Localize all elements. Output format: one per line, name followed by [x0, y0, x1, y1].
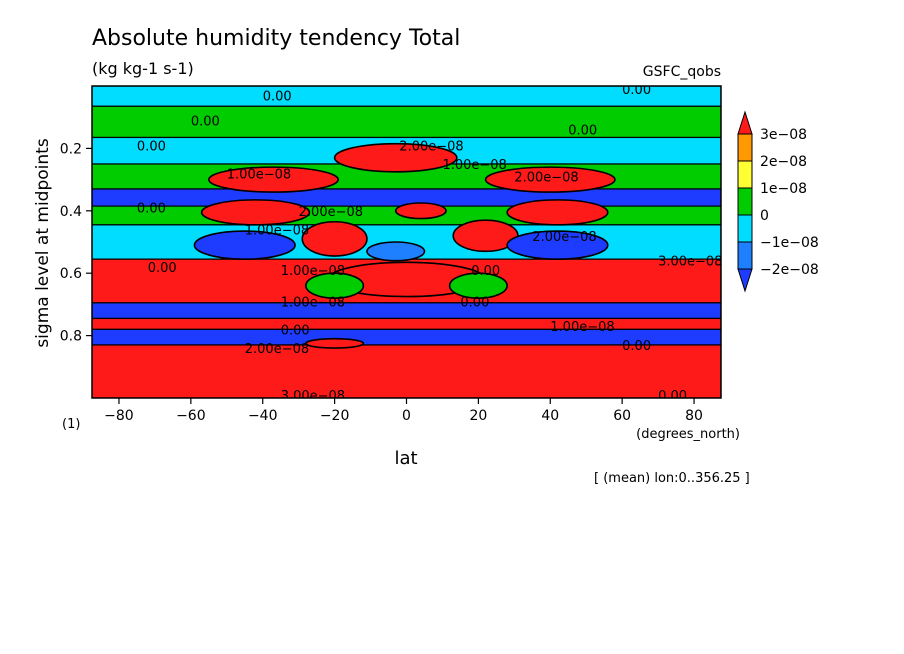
x-axis: −80 −60 −40 −20 0 20 40 60 80	[104, 398, 703, 424]
contour-blob	[448, 272, 508, 299]
contour-label: 0.00	[622, 83, 651, 98]
y-axis: 0.2 0.4 0.6 0.8	[60, 141, 92, 345]
legend-label: 2e−08	[760, 154, 807, 170]
contour-label: 0.00	[471, 264, 500, 279]
contour-label: 0.00	[568, 124, 597, 139]
x-tick-label: −20	[320, 408, 350, 424]
contour-label: 2.00e−08	[299, 205, 363, 220]
x-axis-units: (degrees_north)	[636, 427, 740, 442]
contour-blob	[394, 202, 447, 220]
contour-label: 1.00e−08	[227, 167, 291, 182]
contour-blob	[305, 272, 365, 299]
y-tick-label: 0.2	[60, 141, 82, 157]
contour-label: 1.00e−08	[245, 224, 309, 239]
contour-blob	[305, 337, 365, 349]
x-tick-label: 20	[469, 408, 487, 424]
legend-label: 1e−08	[760, 181, 807, 197]
legend-swatch	[737, 110, 753, 135]
y-tick-label: 0.8	[60, 329, 82, 345]
legend-label: −1e−08	[760, 235, 819, 251]
contour-labels: 0.00 0.00 0.00 0.00 0.00 2.00e−08 1.00e−08 1.00…	[137, 83, 722, 404]
chart-subtitle: (kg kg-1 s-1)	[92, 59, 194, 78]
legend-label: −2e−08	[760, 262, 819, 278]
chart-title: Absolute humidity tendency Total	[92, 26, 460, 51]
mean-annotation: [ (mean) lon:0..356.25 ]	[594, 471, 750, 486]
y-tick-label: 0.6	[60, 266, 82, 282]
contour-label: 0.00	[263, 89, 292, 104]
x-tick-label: −40	[248, 408, 278, 424]
contour-label: 0.00	[137, 202, 166, 217]
legend-swatch	[737, 187, 753, 216]
legend-label: 0	[760, 208, 769, 224]
legend-swatch	[737, 214, 753, 243]
legend-swatch	[737, 241, 753, 270]
contour-blob	[200, 199, 311, 226]
contour-blob	[484, 166, 616, 193]
contour-label: 2.00e−08	[514, 170, 578, 185]
contour-band	[92, 302, 721, 320]
contour-label: 0.00	[281, 323, 310, 338]
contour-blob	[193, 230, 296, 260]
contour-band	[92, 317, 721, 330]
y-axis-units: (1)	[62, 417, 80, 432]
contour-label: 0.00	[191, 114, 220, 129]
x-axis-label: lat	[394, 448, 417, 469]
contour-band	[92, 105, 721, 139]
contour-label: 2.00e−08	[245, 342, 309, 357]
x-tick-label: −60	[176, 408, 206, 424]
contour-blobs	[193, 142, 616, 349]
contour-label: 1.00e−08	[281, 264, 345, 279]
source-label: GSFC_qobs	[643, 64, 721, 80]
legend-swatch	[737, 133, 753, 162]
legend-swatch	[737, 268, 753, 293]
plot-area: 0.00 0.00 0.00 0.00 0.00 2.00e−08 1.00e−08 1.00…	[92, 83, 722, 404]
contour-blob	[333, 142, 458, 173]
y-axis-label: sigma level at midpoints	[33, 138, 53, 347]
contour-label: 0.00	[148, 261, 177, 276]
x-tick-label: 0	[402, 408, 411, 424]
contour-band	[92, 188, 721, 207]
contour-blob	[301, 220, 368, 257]
x-tick-label: 60	[613, 408, 631, 424]
x-tick-label: −80	[104, 408, 134, 424]
legend-label: 3e−08	[760, 127, 807, 143]
legend-swatch	[737, 160, 753, 189]
contour-label: 0.00	[658, 389, 687, 404]
contour-label: 1.00e−08	[550, 320, 614, 335]
contour-blob	[506, 199, 609, 226]
contour-label: 0.00	[622, 339, 651, 354]
contour-label: 3.00e−08	[281, 389, 345, 404]
colorbar-legend: 3e−08 2e−08 1e−08 0 −1e−08 −2e−08	[737, 110, 819, 293]
y-tick-label: 0.4	[60, 204, 82, 220]
contour-label: 0.00	[460, 295, 489, 310]
x-tick-label: 80	[685, 408, 703, 424]
x-tick-label: 40	[541, 408, 559, 424]
contour-label: 1.00e−08	[442, 158, 506, 173]
contour-label: 0.00	[137, 139, 166, 154]
contour-label: 2.00e−08	[399, 139, 463, 154]
contour-blob	[208, 166, 340, 193]
contour-blob	[506, 230, 609, 260]
contour-label: 2.00e−08	[532, 230, 596, 245]
contour-label: 3.00e−08	[658, 255, 722, 270]
contour-label: 1.00e−08	[281, 295, 345, 310]
contour-blob	[366, 241, 426, 262]
